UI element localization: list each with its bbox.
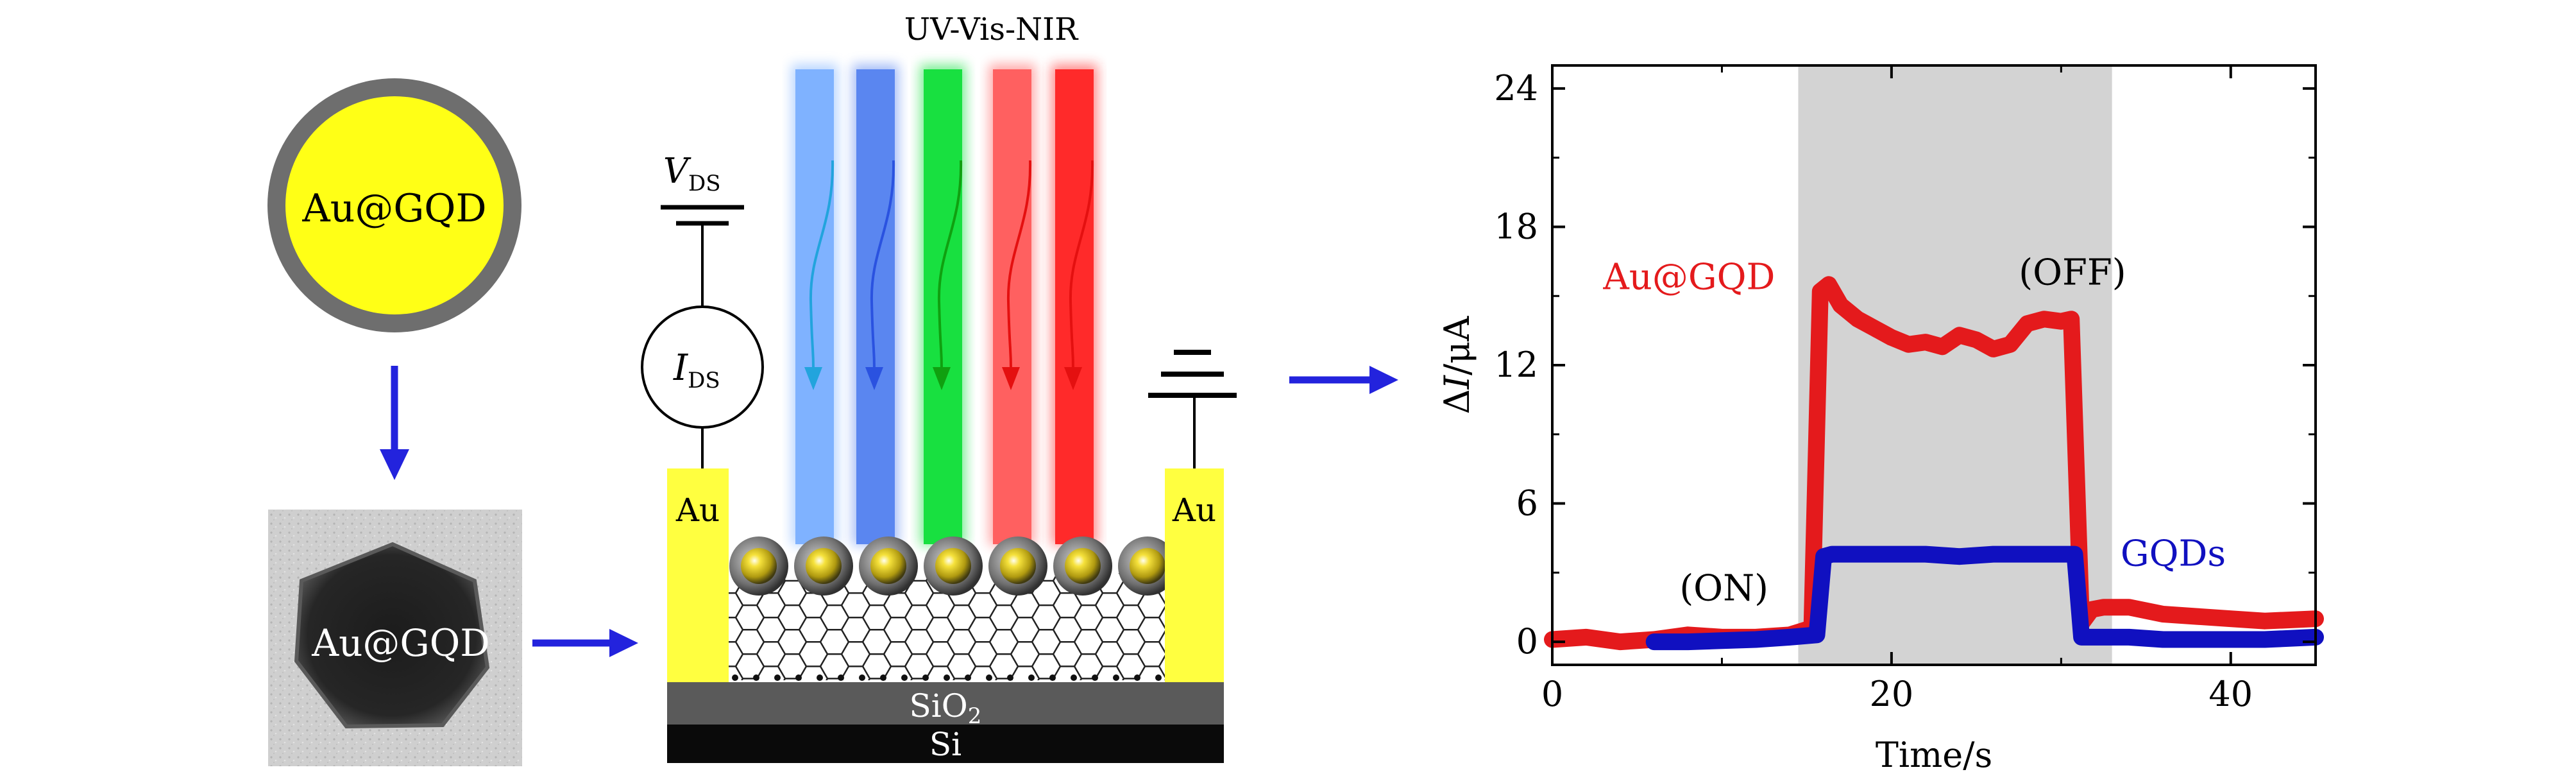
lattice-atom [817,674,823,681]
lattice-atom [1113,674,1119,681]
nanoparticle-core [741,548,777,584]
y-tick-label: 0 [1516,621,1538,662]
lattice-atom [965,674,971,681]
device-schematic: UV-Vis-NIR SiO2 Si Au Au VDS IDS [641,12,1237,763]
tem-label: Au@GQD [311,621,490,665]
series-line [1645,545,2324,651]
light-beam [1055,69,1094,544]
lattice-atom [732,674,738,681]
x-tick-label: 20 [1870,674,1914,714]
y-tick-label: 6 [1516,483,1538,524]
light-beam [795,69,834,544]
photocurrent-chart: 0 20 40 0 6 12 18 24 Au@GQD (OFF) (ON) GQDs Time/s… [1437,64,2324,775]
nanoparticle-row [729,536,1177,596]
lattice-atom [1155,674,1162,681]
lattice-atom [1134,674,1140,681]
illumination-label: UV-Vis-NIR [904,12,1079,47]
lattice-atom [1028,674,1035,681]
sio2-layer [667,682,1224,725]
lattice-atom [774,674,781,681]
photon-arrow-head [865,367,883,390]
light-beam [993,69,1031,544]
lattice-atom [901,674,908,681]
photon-arrow [1069,160,1094,370]
lattice-atom [1092,674,1098,681]
ammeter-icon [641,305,764,429]
light-beam [856,69,895,544]
y-tick-label: 24 [1494,68,1538,108]
nanoparticle-core [1065,548,1101,584]
ground-icon [1148,350,1237,468]
y-axis-label: ΔI/μA [1437,316,1477,415]
right-arrow-to-chart-icon [1289,366,1398,394]
photon-arrow [1006,160,1032,370]
photon-arrow-head [804,367,822,390]
chart-annotation: (ON) [1679,567,1768,609]
vds-label: VDS [663,151,721,196]
lattice-atom [795,674,802,681]
lattice-atom [1007,674,1013,681]
lattice-atom [753,674,759,681]
left-electrode-label: Au [675,492,720,529]
nanoparticle-core [870,548,906,584]
lattice-atom [944,674,950,681]
photon-arrow [870,160,895,370]
chart-annotation: (OFF) [2019,252,2126,293]
nanoparticle-core [1000,548,1036,584]
nanoparticle-core [806,548,842,584]
lattice-atom [880,674,886,681]
x-tick-label: 0 [1541,674,1563,714]
right-arrow-icon [532,629,638,657]
y-tick-label: 18 [1494,206,1538,246]
ids-label: IDS [673,347,720,393]
left-electrode [667,468,729,682]
tem-image: Au@GQD [268,510,522,766]
lattice-atom [1071,674,1077,681]
nanoparticle-core [1130,548,1165,584]
x-axis-label: Time/s [1876,735,1992,775]
lattice-atom [838,674,844,681]
core-shell-sphere: Au@GQD [267,78,521,332]
right-electrode [1165,468,1224,682]
photon-arrow-head [1002,367,1020,390]
y-tick-label: 12 [1494,345,1538,385]
lattice-atom [922,674,929,681]
si-layer [667,725,1224,763]
lattice-atom [986,674,992,681]
x-tick-label: 40 [2208,674,2253,714]
lattice-atom [859,674,865,681]
circuit-left: VDS IDS [641,151,764,468]
chart-annotation: GQDs [2121,533,2226,575]
photon-arrow [937,160,963,370]
nanoparticle-core [935,548,971,584]
down-arrow-icon [380,366,409,480]
si-label: Si [929,726,962,763]
lattice-atom [1049,674,1056,681]
photon-arrow-head [933,367,951,390]
photon-arrow-head [1064,367,1082,390]
sio2-label: SiO2 [910,687,982,729]
chart-annotation: Au@GQD [1602,256,1775,298]
sphere-label: Au@GQD [301,186,486,231]
illumination-shade [1798,65,2112,665]
light-beam [924,69,962,544]
photon-arrow [809,160,835,370]
right-electrode-label: Au [1172,492,1216,529]
light-beams [792,64,1097,545]
